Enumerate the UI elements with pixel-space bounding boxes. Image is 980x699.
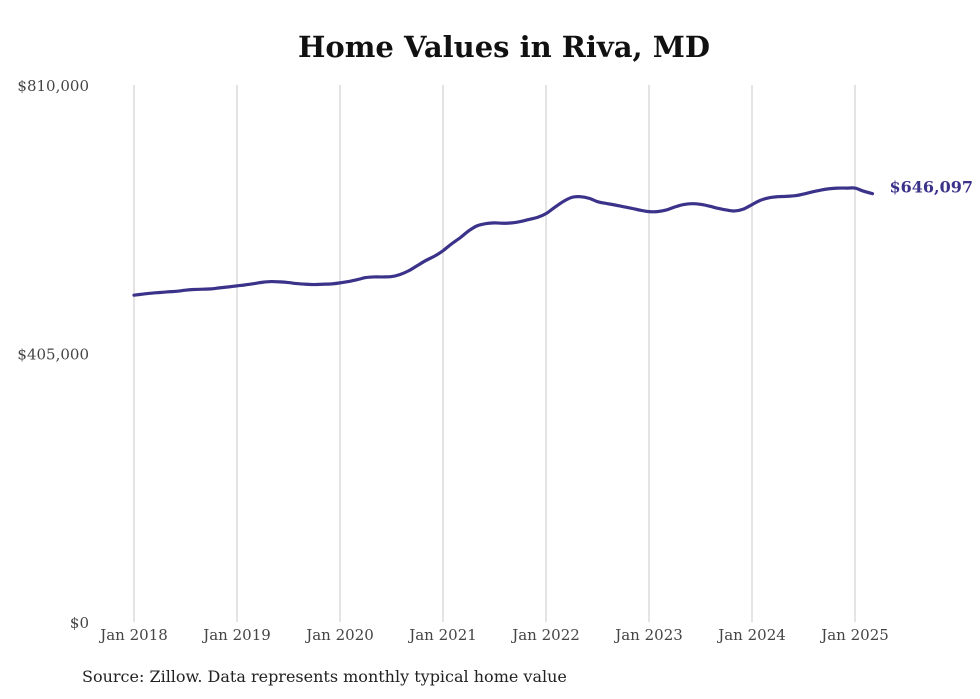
series-group: $646,097 bbox=[132, 178, 974, 297]
x-tick-label: Jan 2024 bbox=[716, 626, 786, 644]
x-tick-label: Jan 2018 bbox=[98, 626, 168, 644]
x-tick-label: Jan 2022 bbox=[510, 626, 580, 644]
end-value-label: $646,097 bbox=[890, 178, 974, 197]
y-axis-ticks: $0 $405,000 $810,000 bbox=[17, 77, 89, 632]
source-note: Source: Zillow. Data represents monthly … bbox=[82, 667, 567, 686]
gridlines bbox=[133, 85, 856, 622]
x-axis-ticks: Jan 2018 Jan 2019 Jan 2020 Jan 2021 Jan 2022… bbox=[98, 626, 889, 644]
x-tick-label: Jan 2020 bbox=[304, 626, 374, 644]
x-tick-label: Jan 2025 bbox=[819, 626, 889, 644]
x-tick-label: Jan 2021 bbox=[407, 626, 477, 644]
x-tick-label: Jan 2023 bbox=[613, 626, 683, 644]
x-tick-label: Jan 2019 bbox=[201, 626, 271, 644]
y-tick-label: $810,000 bbox=[17, 77, 89, 95]
y-tick-label: $405,000 bbox=[17, 346, 89, 364]
series-line bbox=[132, 186, 875, 297]
chart-title: Home Values in Riva, MD bbox=[298, 30, 710, 64]
y-tick-label: $0 bbox=[70, 614, 89, 632]
